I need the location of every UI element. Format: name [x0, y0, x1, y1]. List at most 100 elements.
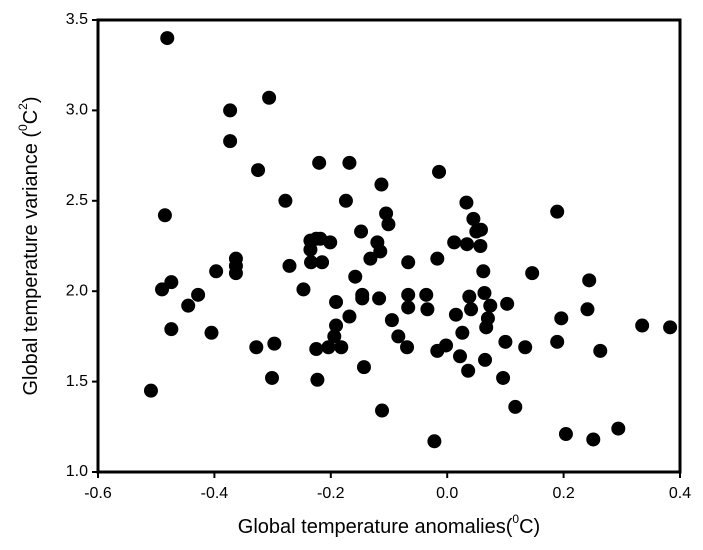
point [496, 370, 511, 385]
point [309, 342, 324, 357]
point [157, 208, 172, 223]
x-tick-label: -0.6 [84, 485, 112, 502]
point [586, 432, 601, 447]
point [327, 329, 342, 344]
point [356, 360, 371, 375]
point [439, 338, 454, 353]
point [296, 282, 311, 297]
y-tick-label: 1.0 [66, 463, 88, 480]
point [181, 298, 196, 313]
point [480, 311, 495, 326]
point [321, 340, 336, 355]
x-tick-label: -0.4 [201, 485, 229, 502]
y-tick-label: 2.0 [66, 282, 88, 299]
point [379, 206, 394, 221]
point [373, 244, 388, 259]
point [381, 217, 396, 232]
point [508, 399, 523, 414]
point [500, 296, 515, 311]
x-tick-label: 0.2 [552, 485, 574, 502]
point [473, 222, 488, 237]
point [355, 287, 370, 302]
point [461, 363, 476, 378]
y-tick-label: 3.5 [66, 11, 88, 28]
point [374, 177, 389, 192]
x-tick-label: 0.0 [436, 485, 458, 502]
point [554, 311, 569, 326]
y-tick-label: 3.0 [66, 102, 88, 119]
point [329, 295, 344, 310]
point [312, 155, 327, 170]
point [334, 340, 349, 355]
point [453, 349, 468, 364]
point [223, 134, 238, 149]
y-tick-label: 2.5 [66, 192, 88, 209]
point [249, 340, 264, 355]
x-tick-label: 0.4 [669, 485, 691, 502]
point [310, 372, 325, 387]
point [160, 31, 175, 46]
point [164, 322, 179, 337]
point [262, 90, 277, 105]
point [473, 239, 488, 253]
point [228, 266, 243, 281]
point [430, 251, 445, 266]
point [348, 269, 363, 284]
point [464, 302, 479, 317]
point [303, 242, 318, 257]
point [459, 195, 474, 210]
point [191, 287, 206, 302]
point [478, 352, 493, 367]
point [278, 193, 293, 208]
x-tick-label: -0.2 [317, 485, 345, 502]
point [401, 255, 416, 270]
point [375, 403, 390, 418]
point [401, 300, 416, 315]
point [363, 251, 378, 266]
point [329, 318, 344, 333]
point [204, 325, 219, 340]
point [391, 329, 406, 344]
point [267, 336, 282, 351]
y-tick-label: 1.5 [66, 373, 88, 390]
y-axis-label: Global temperature variance (0C2) [16, 96, 42, 395]
point [476, 264, 491, 279]
point [635, 318, 650, 333]
point [323, 235, 338, 250]
point [580, 302, 595, 317]
point [462, 289, 477, 304]
point [342, 155, 357, 170]
point [265, 370, 280, 385]
point [459, 237, 474, 252]
point [251, 163, 266, 178]
point [466, 211, 481, 226]
point [315, 255, 330, 270]
point [582, 273, 597, 288]
point [432, 164, 447, 179]
point [455, 325, 470, 340]
point [663, 320, 678, 335]
point [558, 427, 573, 442]
point [498, 334, 513, 349]
point [209, 264, 224, 279]
point [384, 313, 399, 328]
point [401, 287, 416, 302]
point [483, 298, 498, 313]
point [550, 334, 565, 349]
point [525, 266, 540, 281]
point [419, 287, 434, 302]
point [342, 309, 357, 324]
point [427, 434, 442, 449]
point [338, 193, 353, 208]
point [143, 383, 158, 398]
plot-frame [96, 18, 682, 474]
point [282, 258, 297, 273]
point [518, 340, 533, 355]
point [400, 340, 415, 355]
point [550, 204, 565, 219]
point [372, 291, 387, 306]
x-axis-label: Global temperature anomalies(0C) [238, 512, 540, 538]
point [420, 302, 435, 317]
